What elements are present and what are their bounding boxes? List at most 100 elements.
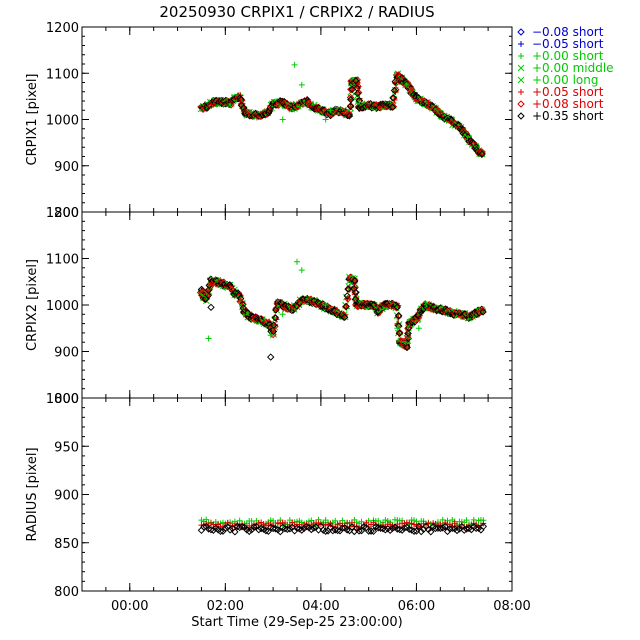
data-point bbox=[364, 527, 373, 535]
data-point bbox=[394, 312, 403, 321]
data-point bbox=[340, 311, 348, 319]
data-point bbox=[395, 322, 403, 330]
data-point bbox=[412, 527, 421, 535]
y-tick-label: 1000 bbox=[46, 299, 79, 314]
data-point bbox=[395, 329, 404, 337]
data-point bbox=[338, 524, 347, 532]
data-point bbox=[347, 95, 355, 104]
data-point bbox=[376, 524, 385, 533]
data-point bbox=[216, 527, 225, 536]
data-point-outlier bbox=[207, 303, 215, 312]
legend-label: +0.35 short bbox=[532, 109, 604, 123]
y-tick-label: 800 bbox=[54, 206, 79, 221]
y-tick-label: 950 bbox=[54, 440, 79, 455]
data-point bbox=[369, 527, 378, 536]
data-point bbox=[353, 89, 362, 98]
data-point bbox=[307, 525, 316, 534]
legend-entry: +0.35 short bbox=[517, 109, 604, 123]
legend-entry: −0.08 short bbox=[517, 25, 604, 39]
data-point bbox=[236, 517, 243, 524]
data-point bbox=[221, 524, 230, 532]
data-point bbox=[293, 524, 301, 532]
data-point bbox=[286, 525, 294, 533]
data-point bbox=[367, 527, 375, 535]
data-point bbox=[345, 110, 353, 118]
data-point bbox=[270, 321, 278, 329]
data-point bbox=[427, 528, 435, 536]
data-point bbox=[204, 525, 213, 533]
legend-entry: +0.00 middle bbox=[517, 61, 614, 75]
series-marks-1 bbox=[197, 61, 486, 159]
data-point bbox=[405, 525, 413, 533]
data-point bbox=[269, 524, 277, 533]
data-point bbox=[360, 523, 368, 531]
data-point bbox=[446, 525, 454, 533]
data-point bbox=[415, 522, 423, 531]
x-tick-label: 02:00 bbox=[207, 599, 244, 614]
data-point bbox=[455, 525, 464, 533]
data-point bbox=[478, 150, 486, 158]
data-point-outlier bbox=[322, 116, 329, 123]
legend-symbol bbox=[518, 53, 524, 59]
data-point bbox=[479, 522, 488, 531]
data-point bbox=[393, 525, 402, 533]
legend-entry: +0.08 short bbox=[517, 97, 604, 111]
legend-symbol bbox=[517, 100, 525, 108]
y-tick-label: 1200 bbox=[46, 206, 79, 221]
legend: −0.08 short−0.05 short+0.00 short+0.00 m… bbox=[517, 25, 614, 123]
data-point bbox=[392, 86, 400, 94]
y-tick-label: 800 bbox=[54, 392, 79, 407]
data-point bbox=[247, 526, 256, 534]
data-point bbox=[388, 103, 397, 111]
data-point bbox=[348, 519, 355, 526]
data-point bbox=[355, 527, 363, 535]
x-tick-label: 04:00 bbox=[302, 599, 339, 614]
data-point bbox=[269, 327, 278, 336]
panel-1: 800 900 1000 1100 1200 CRPIX1 [pixel] bbox=[25, 21, 513, 221]
data-point bbox=[290, 527, 299, 535]
data-point bbox=[417, 527, 425, 536]
data-point bbox=[398, 526, 406, 534]
data-point bbox=[340, 313, 349, 321]
data-point bbox=[478, 148, 486, 156]
data-point bbox=[390, 86, 399, 95]
panels: 800 900 1000 1100 1200 CRPIX1 [pixel] 800 900 10… bbox=[25, 21, 531, 614]
data-point-outlier bbox=[294, 258, 300, 265]
legend-label: −0.08 short bbox=[532, 25, 604, 39]
legend-label: −0.05 short bbox=[532, 37, 604, 51]
data-point bbox=[231, 528, 239, 536]
panel-2: 800 900 1000 1100 1200 CRPIX2 [pixel] bbox=[25, 206, 513, 407]
data-point bbox=[226, 526, 234, 534]
data-point bbox=[321, 527, 330, 536]
data-point bbox=[344, 285, 352, 293]
legend-entry: −0.05 short bbox=[518, 37, 604, 51]
y-axis-label-1: CRPIX1 [pixel] bbox=[25, 73, 40, 165]
data-point-outlier bbox=[415, 325, 422, 332]
y-tick-label: 850 bbox=[54, 537, 79, 552]
data-point bbox=[343, 292, 351, 300]
data-point bbox=[283, 525, 292, 534]
y-tick-label: 1100 bbox=[46, 253, 79, 268]
y-tick-label: 900 bbox=[54, 160, 79, 175]
data-point bbox=[381, 526, 390, 534]
x-tick-label: 08:00 bbox=[493, 599, 530, 614]
data-point bbox=[374, 524, 382, 532]
data-point-outlier bbox=[394, 325, 401, 332]
y-tick-label: 1100 bbox=[46, 67, 79, 82]
data-point bbox=[403, 343, 411, 352]
chart-title: 20250930 CRPIX1 / CRPIX2 / RADIUS bbox=[159, 3, 434, 21]
data-point bbox=[352, 77, 360, 85]
data-point bbox=[386, 526, 394, 534]
data-point bbox=[332, 517, 339, 524]
y-axis-label-2: CRPIX2 [pixel] bbox=[25, 259, 40, 351]
data-point bbox=[453, 526, 461, 535]
data-point bbox=[394, 311, 403, 320]
data-point bbox=[347, 85, 355, 94]
data-point bbox=[342, 302, 350, 311]
x-axis-label: Start Time (29-Sep-25 23:00:00) bbox=[191, 615, 402, 630]
data-point bbox=[388, 524, 397, 533]
legend-label: +0.05 short bbox=[532, 85, 604, 99]
y-tick-label: 900 bbox=[54, 489, 79, 504]
data-point bbox=[441, 522, 449, 531]
